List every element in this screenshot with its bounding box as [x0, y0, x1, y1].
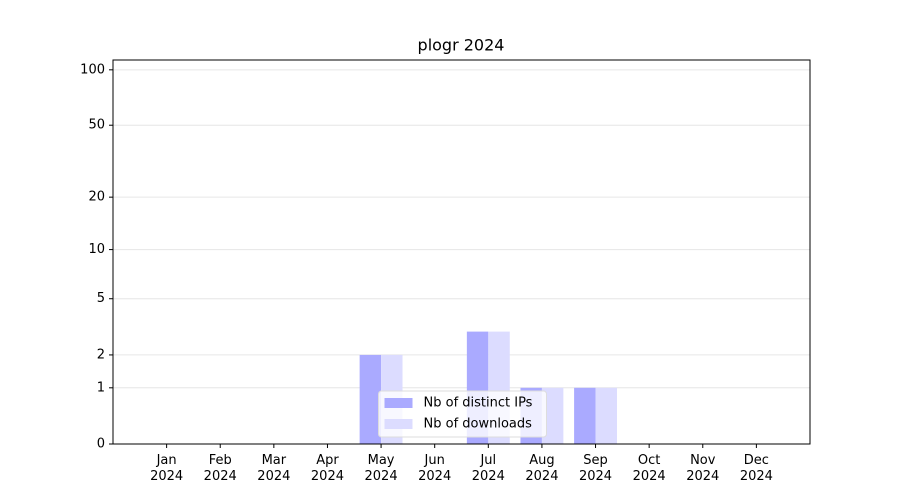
legend-label: Nb of downloads	[424, 417, 533, 432]
y-tick-label: 50	[88, 118, 105, 133]
x-tick-label: Jul 2024	[471, 453, 505, 484]
x-tick-label: Jun 2024	[418, 453, 452, 484]
x-tick-label: Jan 2024	[150, 453, 184, 484]
bar	[574, 387, 596, 444]
x-tick-label: Nov 2024	[686, 453, 720, 484]
legend: Nb of distinct IPs Nb of downloads	[378, 390, 547, 438]
x-tick-label: Sep 2024	[578, 453, 613, 484]
x-tick-label: Feb 2024	[203, 453, 237, 484]
y-tick-label: 100	[80, 62, 105, 77]
x-tick-label: Oct 2024	[632, 453, 666, 484]
bar	[595, 387, 617, 444]
plot-frame	[112, 59, 811, 445]
chart-title: plogr 2024	[418, 36, 505, 55]
bar	[359, 354, 382, 444]
y-tick-label: 10	[88, 242, 105, 257]
x-tick-label: Dec 2024	[739, 453, 773, 484]
legend-swatch	[384, 398, 413, 408]
y-tick-label: 0	[97, 437, 105, 452]
y-tick-label: 1	[97, 380, 105, 395]
legend-swatch	[384, 419, 413, 429]
legend-frame	[378, 390, 547, 438]
bar	[541, 387, 564, 444]
x-tick-label: Mar 2024	[257, 453, 291, 484]
legend-label: Nb of distinct IPs	[424, 396, 533, 411]
y-tick-label: 2	[97, 347, 105, 362]
x-tick-label: May 2024	[364, 453, 398, 484]
x-tick-label: Aug 2024	[525, 453, 559, 484]
y-tick-label: 20	[88, 190, 105, 205]
y-tick-label: 5	[97, 291, 105, 306]
x-tick-label: Apr 2024	[310, 453, 344, 484]
